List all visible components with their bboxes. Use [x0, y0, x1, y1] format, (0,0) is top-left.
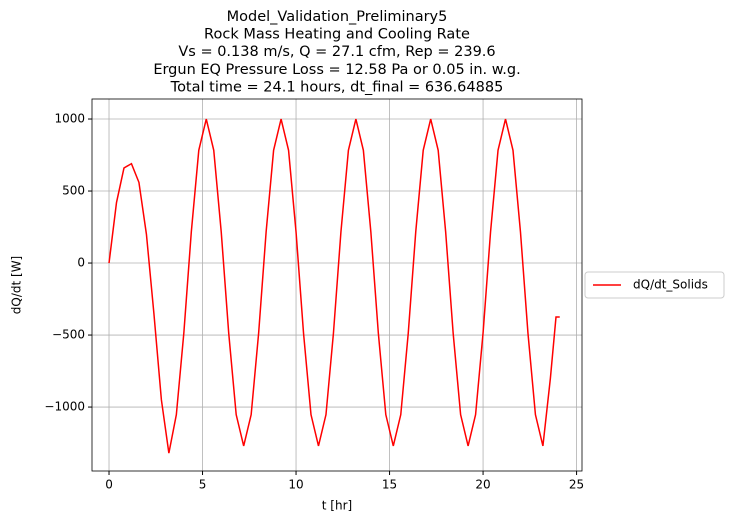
chart-title: Ergun EQ Pressure Loss = 12.58 Pa or 0.0…	[153, 62, 520, 78]
x-tick-label: 20	[475, 478, 490, 492]
series-line	[108, 118, 560, 454]
chart-title: Total time = 24.1 hours, dt_final = 636.…	[170, 79, 504, 95]
y-tick-label: 0	[77, 256, 85, 270]
x-tick-label: 15	[382, 478, 397, 492]
chart-title: Rock Mass Heating and Cooling Rate	[204, 27, 470, 43]
y-tick-label: −1000	[44, 400, 85, 414]
y-tick-label: 500	[62, 184, 85, 198]
plot-frame	[91, 98, 583, 472]
x-axis-label: t [hr]	[322, 499, 352, 513]
y-axis-label: dQ/dt [W]	[10, 256, 24, 314]
legend-label: dQ/dt_Solids	[633, 278, 708, 292]
chart-title: Vs = 0.138 m/s, Q = 27.1 cfm, Rep = 239.…	[178, 44, 495, 60]
y-tick-label: −500	[52, 328, 85, 342]
x-tick-label: 10	[288, 478, 303, 492]
x-tick-label: 25	[569, 478, 584, 492]
x-tick-label: 0	[105, 478, 113, 492]
y-tick-label: 1000	[54, 112, 85, 126]
legend-box	[584, 271, 725, 299]
chart-title: Model_Validation_Preliminary5	[227, 9, 448, 25]
x-tick-label: 5	[199, 478, 207, 492]
